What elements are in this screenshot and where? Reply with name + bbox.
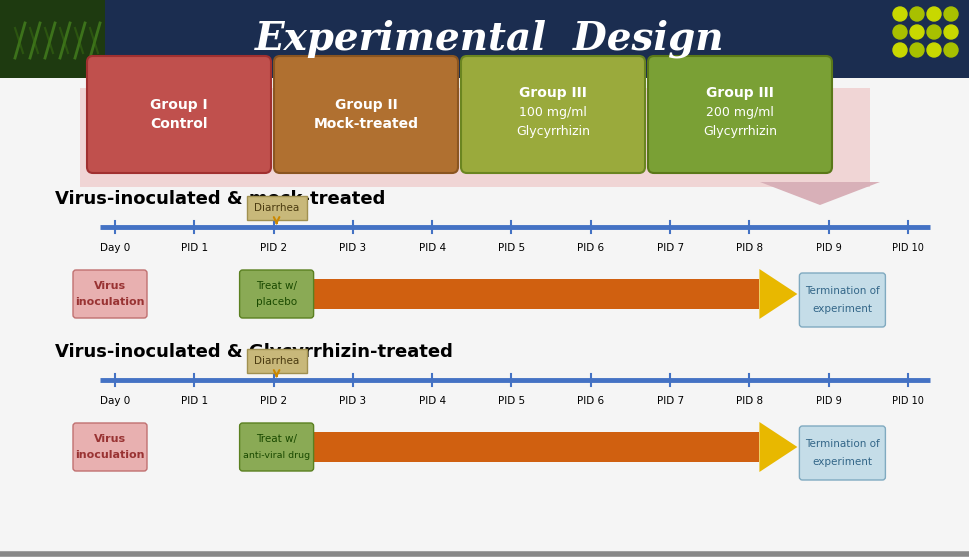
FancyBboxPatch shape — [239, 423, 313, 471]
Polygon shape — [760, 182, 879, 205]
Text: Virus: Virus — [94, 281, 126, 291]
Text: inoculation: inoculation — [76, 450, 144, 460]
Text: PID 3: PID 3 — [339, 396, 366, 406]
Circle shape — [926, 25, 940, 39]
FancyBboxPatch shape — [273, 56, 457, 173]
FancyBboxPatch shape — [87, 56, 270, 173]
FancyBboxPatch shape — [647, 56, 831, 173]
Text: experiment: experiment — [812, 457, 871, 467]
Circle shape — [943, 7, 957, 21]
Text: Day 0: Day 0 — [100, 243, 130, 253]
Text: placebo: placebo — [256, 297, 297, 307]
Text: 100 mg/ml: 100 mg/ml — [518, 106, 586, 119]
Text: Group II: Group II — [334, 97, 397, 111]
Text: experiment: experiment — [812, 304, 871, 314]
Text: Group III: Group III — [705, 86, 773, 100]
Text: PID 6: PID 6 — [577, 396, 604, 406]
Text: PID 10: PID 10 — [891, 396, 923, 406]
Text: PID 10: PID 10 — [891, 243, 923, 253]
FancyBboxPatch shape — [0, 0, 969, 78]
Text: PID 1: PID 1 — [180, 243, 207, 253]
Text: Glycyrrhizin: Glycyrrhizin — [703, 125, 776, 138]
Text: Termination of: Termination of — [804, 286, 879, 296]
Circle shape — [892, 25, 906, 39]
Text: Mock-treated: Mock-treated — [313, 118, 418, 131]
Circle shape — [892, 43, 906, 57]
Text: PID 4: PID 4 — [419, 243, 446, 253]
Text: PID 7: PID 7 — [656, 243, 683, 253]
Text: PID 9: PID 9 — [815, 396, 841, 406]
Text: Treat w/: Treat w/ — [256, 281, 297, 291]
Text: PID 2: PID 2 — [260, 243, 287, 253]
Text: Virus: Virus — [94, 434, 126, 444]
Bar — [0, 0, 105, 78]
Text: Treat w/: Treat w/ — [256, 434, 297, 444]
Text: PID 4: PID 4 — [419, 396, 446, 406]
Text: PID 5: PID 5 — [497, 396, 524, 406]
Text: Diarrhea: Diarrhea — [254, 356, 298, 366]
FancyBboxPatch shape — [460, 56, 644, 173]
Bar — [79, 88, 869, 187]
Text: Control: Control — [150, 118, 207, 131]
Text: Diarrhea: Diarrhea — [254, 203, 298, 213]
Text: PID 7: PID 7 — [656, 396, 683, 406]
Text: PID 6: PID 6 — [577, 243, 604, 253]
Circle shape — [909, 43, 923, 57]
Circle shape — [943, 25, 957, 39]
Text: Experimental  Design: Experimental Design — [255, 19, 724, 58]
Text: Group I: Group I — [150, 97, 207, 111]
Circle shape — [909, 7, 923, 21]
Text: PID 8: PID 8 — [735, 396, 763, 406]
Text: PID 3: PID 3 — [339, 243, 366, 253]
FancyBboxPatch shape — [239, 270, 313, 318]
Circle shape — [892, 7, 906, 21]
Text: Day 0: Day 0 — [100, 396, 130, 406]
FancyBboxPatch shape — [246, 349, 306, 373]
Circle shape — [943, 43, 957, 57]
Circle shape — [909, 25, 923, 39]
Bar — [310, 432, 759, 462]
FancyBboxPatch shape — [798, 426, 885, 480]
Text: Glycyrrhizin: Glycyrrhizin — [516, 125, 589, 138]
Text: Group III: Group III — [518, 86, 586, 100]
Text: PID 2: PID 2 — [260, 396, 287, 406]
Polygon shape — [759, 422, 797, 472]
FancyBboxPatch shape — [73, 423, 147, 471]
FancyBboxPatch shape — [798, 273, 885, 327]
Circle shape — [926, 43, 940, 57]
Text: Termination of: Termination of — [804, 439, 879, 449]
Text: inoculation: inoculation — [76, 297, 144, 307]
Bar — [310, 279, 759, 309]
Text: PID 5: PID 5 — [497, 243, 524, 253]
Text: anti-viral drug: anti-viral drug — [243, 451, 310, 460]
Text: Virus-inoculated & mock-treated: Virus-inoculated & mock-treated — [55, 190, 385, 208]
Text: PID 9: PID 9 — [815, 243, 841, 253]
Circle shape — [926, 7, 940, 21]
Text: Virus-inoculated & Glycyrrhizin-treated: Virus-inoculated & Glycyrrhizin-treated — [55, 343, 453, 361]
FancyBboxPatch shape — [73, 270, 147, 318]
Text: PID 1: PID 1 — [180, 396, 207, 406]
Text: PID 8: PID 8 — [735, 243, 763, 253]
FancyBboxPatch shape — [246, 196, 306, 220]
Polygon shape — [759, 269, 797, 319]
Text: 200 mg/ml: 200 mg/ml — [705, 106, 773, 119]
